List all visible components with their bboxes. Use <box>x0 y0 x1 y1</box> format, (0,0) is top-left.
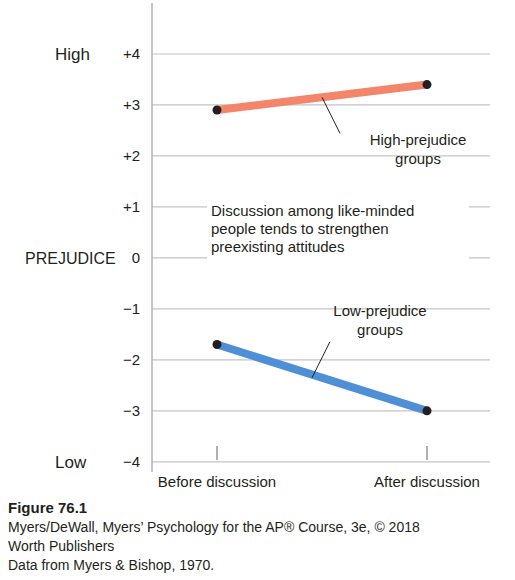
series-label: High-prejudicegroups <box>370 131 467 167</box>
tick-label: +4 <box>123 45 140 62</box>
point <box>213 340 222 349</box>
x-tick <box>216 446 217 460</box>
caption: Worth Publishers <box>8 538 114 554</box>
grid-line <box>152 104 490 105</box>
caption: Myers/DeWall, Myers’ Psychology for the … <box>8 519 420 535</box>
y-end-label: Low <box>55 453 87 472</box>
tick-label: −4 <box>123 453 140 470</box>
point <box>423 406 432 415</box>
leader-line <box>322 97 340 133</box>
annotation: people tends to strengthen <box>211 220 389 237</box>
annotation: Discussion among like-minded <box>211 202 414 219</box>
annotation: preexisting attitudes <box>211 238 344 255</box>
point <box>213 106 222 115</box>
grid-line <box>152 308 490 309</box>
caption: Data from Myers & Bishop, 1970. <box>8 557 214 573</box>
y-axis <box>151 3 153 472</box>
tick-label: +3 <box>123 96 140 113</box>
x-tick <box>426 446 427 460</box>
caption: Figure 76.1 <box>8 499 87 516</box>
tick-label: +1 <box>123 198 140 215</box>
grid-line <box>152 461 490 462</box>
x-tick-label: Before discussion <box>158 473 276 490</box>
point <box>423 80 432 89</box>
tick-label: −1 <box>123 300 140 317</box>
series-label: Low-prejudicegroups <box>333 302 426 338</box>
tick-label: 0 <box>132 249 140 266</box>
tick-label: −2 <box>123 351 140 368</box>
y-end-label: High <box>55 45 90 64</box>
leader-line <box>312 342 330 378</box>
tick-label: +2 <box>123 147 140 164</box>
tick-label: −3 <box>123 402 140 419</box>
chart: +4 +3 +2 +1 0 −1 −2 −3 −4 High Low PREJUDICE Before … <box>0 0 515 580</box>
grid-line <box>152 53 490 54</box>
x-tick-label: After discussion <box>374 473 480 490</box>
grid-line <box>152 410 490 411</box>
y-axis-label: PREJUDICE <box>25 250 116 267</box>
series-line <box>217 345 427 411</box>
annotation-background <box>207 201 469 259</box>
